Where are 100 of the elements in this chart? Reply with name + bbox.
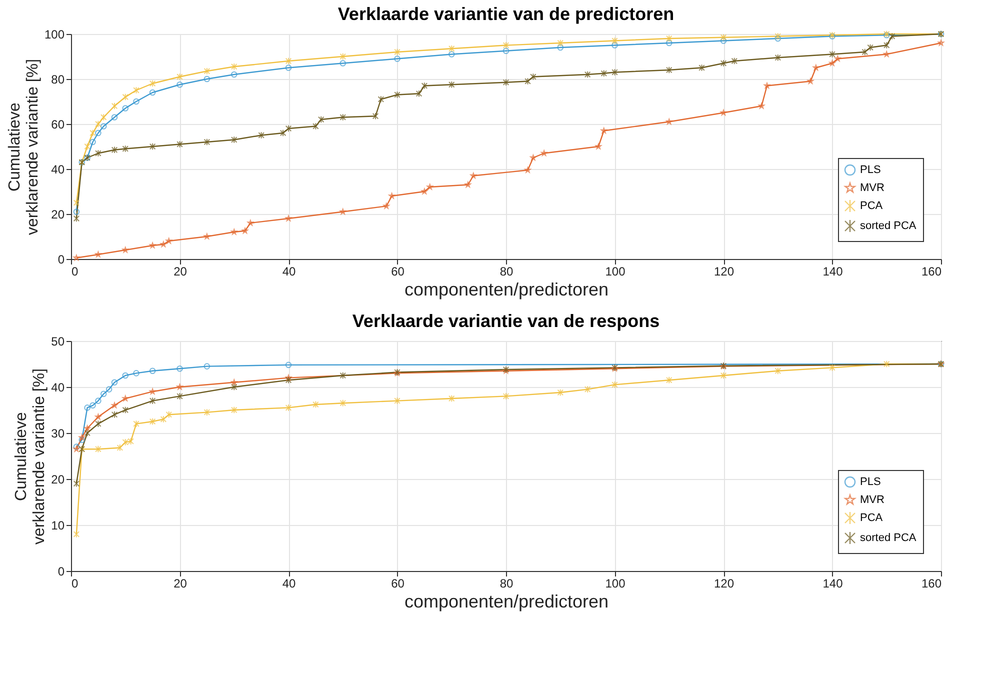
x-tick-label: 0 <box>72 576 78 590</box>
point <box>774 32 782 40</box>
point <box>111 114 118 120</box>
y-tick-label: 40 <box>51 162 65 176</box>
point <box>612 42 618 48</box>
point <box>285 64 292 71</box>
point <box>122 438 129 446</box>
point <box>285 57 292 65</box>
point <box>938 40 944 46</box>
point <box>774 367 782 375</box>
point <box>867 44 874 52</box>
point <box>285 404 292 412</box>
point <box>340 114 346 121</box>
point <box>530 73 536 80</box>
point <box>95 445 102 453</box>
point <box>133 86 140 94</box>
point <box>242 228 248 234</box>
point <box>149 80 156 88</box>
point <box>95 120 102 128</box>
legend-label: PCA <box>860 200 884 212</box>
point <box>90 402 96 409</box>
point <box>524 78 531 85</box>
point <box>100 390 107 398</box>
point <box>600 70 608 78</box>
point <box>133 98 140 105</box>
point <box>176 365 183 372</box>
point <box>84 142 90 150</box>
point <box>774 35 782 42</box>
y-tick-label: 0 <box>58 564 65 578</box>
point <box>394 397 400 404</box>
point <box>372 112 379 120</box>
point <box>416 90 422 98</box>
point <box>394 48 400 56</box>
x-tick-label: 140 <box>822 576 844 590</box>
point <box>84 429 90 437</box>
point <box>285 215 292 222</box>
point <box>280 129 286 137</box>
point <box>394 56 400 62</box>
y-tick-label: 20 <box>51 208 65 222</box>
point <box>557 39 564 47</box>
point <box>78 436 86 444</box>
point <box>230 71 238 78</box>
point <box>128 438 134 445</box>
legend-label: sorted PCA <box>860 532 917 544</box>
point <box>612 381 618 388</box>
x-tick-label: 160 <box>921 264 942 278</box>
point <box>176 73 183 80</box>
point <box>122 145 129 152</box>
point <box>100 123 107 130</box>
point <box>230 406 238 414</box>
chart-title: Verklaarde variantie van de predictoren <box>338 4 674 24</box>
point <box>204 408 210 416</box>
x-axis-title: componenten/predictoren <box>404 280 609 300</box>
point <box>176 140 183 148</box>
point <box>720 34 727 42</box>
point <box>285 374 292 380</box>
point <box>502 78 510 86</box>
point <box>394 91 400 98</box>
point <box>149 397 156 404</box>
point <box>862 48 868 56</box>
point <box>502 48 510 54</box>
x-tick-label: 80 <box>500 264 514 278</box>
point <box>100 114 107 121</box>
point <box>421 82 428 90</box>
point <box>122 372 129 379</box>
point <box>720 372 727 380</box>
point <box>340 399 346 407</box>
y-tick-label: 50 <box>51 334 65 348</box>
y-tick-label: 40 <box>51 380 65 394</box>
point <box>204 76 210 82</box>
x-tick-label: 160 <box>921 576 942 590</box>
x-tick-label: 100 <box>605 576 626 590</box>
point <box>95 398 102 404</box>
point <box>340 52 346 60</box>
point <box>204 67 210 75</box>
point <box>111 102 118 110</box>
point <box>584 386 591 393</box>
point <box>73 214 80 222</box>
point <box>95 420 102 428</box>
point <box>149 89 156 96</box>
point <box>230 383 238 391</box>
point <box>720 38 727 44</box>
point <box>807 78 814 84</box>
point <box>764 82 770 88</box>
point <box>258 132 264 139</box>
y-tick-label: 30 <box>51 426 65 440</box>
point <box>340 60 346 66</box>
point <box>612 37 618 44</box>
point <box>106 386 112 392</box>
x-tick-label: 0 <box>72 264 78 278</box>
x-tick-label: 120 <box>714 264 734 278</box>
point <box>318 116 324 124</box>
x-axis-title: componenten/predictoren <box>404 592 609 612</box>
point <box>90 138 96 146</box>
x-tick-label: 120 <box>714 576 734 590</box>
chart-title: Verklaarde variantie van de respons <box>352 311 660 331</box>
point <box>883 42 890 49</box>
point <box>698 64 705 72</box>
point <box>176 81 183 88</box>
point <box>133 370 140 376</box>
